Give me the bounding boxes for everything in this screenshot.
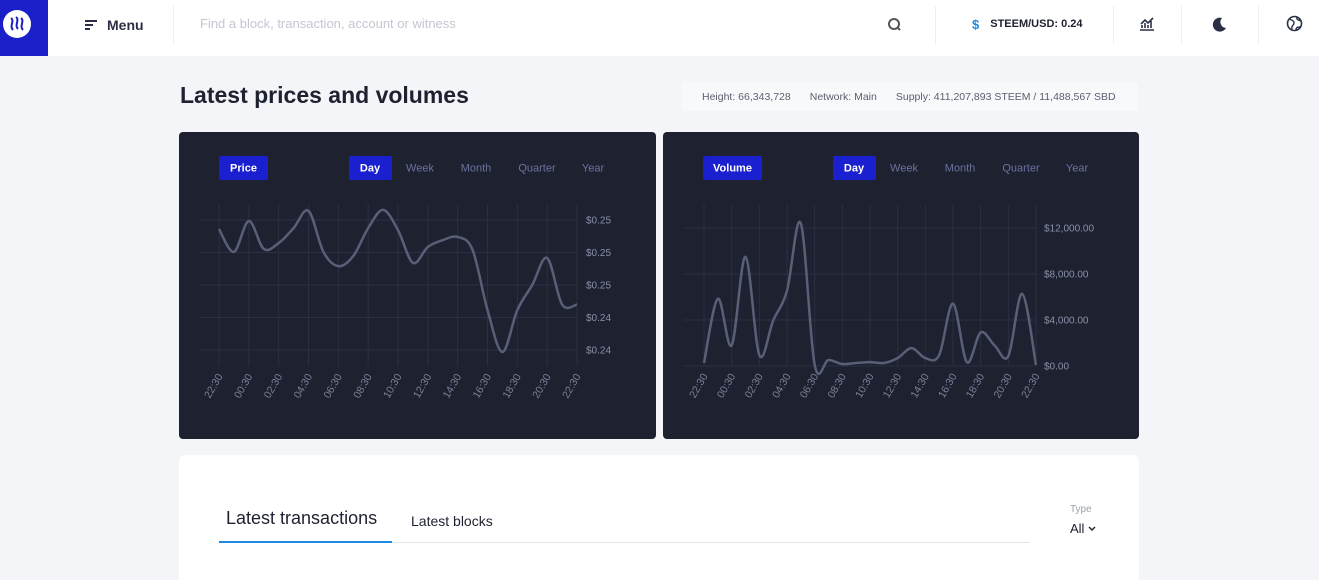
filter-select[interactable]: All (1070, 521, 1096, 536)
active-tab-underline (219, 541, 392, 543)
x-tick-label: 22:30 (560, 372, 584, 401)
chevron (1088, 526, 1096, 531)
range-button[interactable]: Week (890, 163, 918, 175)
x-tick-label: 14:30 (441, 372, 465, 401)
x-tick-label: 10:30 (853, 371, 877, 400)
divider (1181, 6, 1182, 44)
filter-label: Type (1070, 504, 1092, 515)
y-tick-label: $0.25 (586, 248, 611, 259)
x-tick-label: 16:30 (936, 371, 960, 400)
price-text: STEEM/USD: 0.24 (990, 18, 1083, 30)
currency-icon: $ (972, 17, 980, 32)
range-button[interactable]: Week (406, 163, 434, 175)
range-button[interactable]: Quarter (518, 163, 556, 175)
range-button[interactable]: Month (461, 163, 492, 175)
y-tick-label: $0.24 (586, 346, 611, 357)
tab[interactable]: Latest transactions (226, 508, 378, 528)
y-tick-label: $0.25 (586, 281, 611, 292)
x-tick-label: 12:30 (881, 371, 905, 400)
series-line (217, 208, 578, 354)
tab-rule (219, 542, 1030, 543)
x-tick-label: 08:30 (351, 372, 375, 401)
x-tick-label: 06:30 (798, 371, 822, 400)
top-bar: Menu Find a block, transaction, account … (0, 0, 1319, 56)
page-title: Latest prices and volumes (180, 82, 469, 108)
stat-network: Network: Main (809, 90, 877, 103)
x-tick-label: 04:30 (292, 372, 316, 401)
range-button[interactable]: Year (582, 163, 605, 175)
volume-panel: Volume Day Week Month Quarter Year 22:30 00:30 0… (663, 132, 1139, 439)
x-tick-label: 12:30 (411, 372, 435, 401)
divider (1258, 6, 1259, 44)
x-tick-label: 00:30 (232, 372, 256, 401)
theme-icon[interactable] (1211, 16, 1227, 32)
divider (173, 6, 174, 44)
x-tick-label: 02:30 (742, 371, 766, 400)
logo[interactable] (0, 0, 48, 56)
x-tick-label: 20:30 (991, 371, 1015, 400)
menu-label: Menu (107, 17, 144, 33)
x-tick-label: 04:30 (770, 371, 794, 400)
y-tick-label: $0.25 (586, 216, 611, 227)
range-button[interactable]: Quarter (1002, 163, 1040, 175)
tab[interactable]: Latest blocks (411, 513, 493, 529)
menu-icon (85, 20, 97, 30)
y-tick-label: $0.00 (1044, 362, 1069, 373)
x-tick-label: 08:30 (825, 371, 849, 400)
x-tick-label: 22:30 (1019, 371, 1043, 400)
x-tick-label: 10:30 (381, 372, 405, 401)
range-button[interactable]: Year (1066, 163, 1089, 175)
series-line (702, 220, 1038, 375)
x-tick-label: 18:30 (500, 372, 524, 401)
metric-label: Volume (713, 163, 752, 175)
price-ticker[interactable]: $ STEEM/USD: 0.24 (972, 17, 1083, 32)
search-input[interactable]: Find a block, transaction, account or wi… (200, 16, 456, 31)
x-tick-label: 22:30 (687, 371, 711, 400)
stat-height: Height: 66,343,728 (702, 90, 791, 103)
logo-icon (3, 10, 31, 38)
metric-button[interactable] (219, 156, 268, 180)
filter-value: All (1070, 521, 1085, 536)
divider (935, 6, 936, 44)
search-icon[interactable] (887, 17, 902, 32)
y-tick-label: $12,000.00 (1044, 224, 1094, 235)
price-panel: Price Day Week Month Quarter Year 22:30 00:30 02… (179, 132, 656, 439)
range-button[interactable]: Month (945, 163, 976, 175)
metric-label: Price (230, 163, 257, 175)
range-button-active[interactable] (349, 156, 392, 180)
x-tick-label: 06:30 (321, 372, 345, 401)
range-button-active[interactable] (833, 156, 876, 180)
transactions-card: Latest transactions Latest blocks Type A… (179, 455, 1139, 580)
y-tick-label: $4,000.00 (1044, 316, 1089, 327)
x-tick-label: 16:30 (471, 372, 495, 401)
range-button[interactable]: Day (360, 163, 381, 175)
menu-button[interactable]: Menu (85, 16, 144, 34)
chart-icon[interactable] (1139, 16, 1155, 32)
divider (1113, 6, 1114, 44)
y-tick-label: $8,000.00 (1044, 270, 1089, 281)
language-icon[interactable] (1286, 15, 1303, 32)
stats-bar: Height: 66,343,728 Network: Main Supply:… (682, 82, 1138, 111)
stat-supply: Supply: 411,207,893 STEEM / 11,488,567 S… (895, 90, 1116, 103)
x-tick-label: 00:30 (715, 371, 739, 400)
x-tick-label: 14:30 (908, 371, 932, 400)
x-tick-label: 18:30 (964, 371, 988, 400)
x-tick-label: 02:30 (262, 372, 286, 401)
x-tick-label: 20:30 (530, 372, 554, 401)
x-tick-label: 22:30 (202, 372, 226, 401)
range-button[interactable]: Day (844, 163, 865, 175)
y-tick-label: $0.24 (586, 313, 611, 324)
metric-button[interactable] (703, 156, 762, 180)
